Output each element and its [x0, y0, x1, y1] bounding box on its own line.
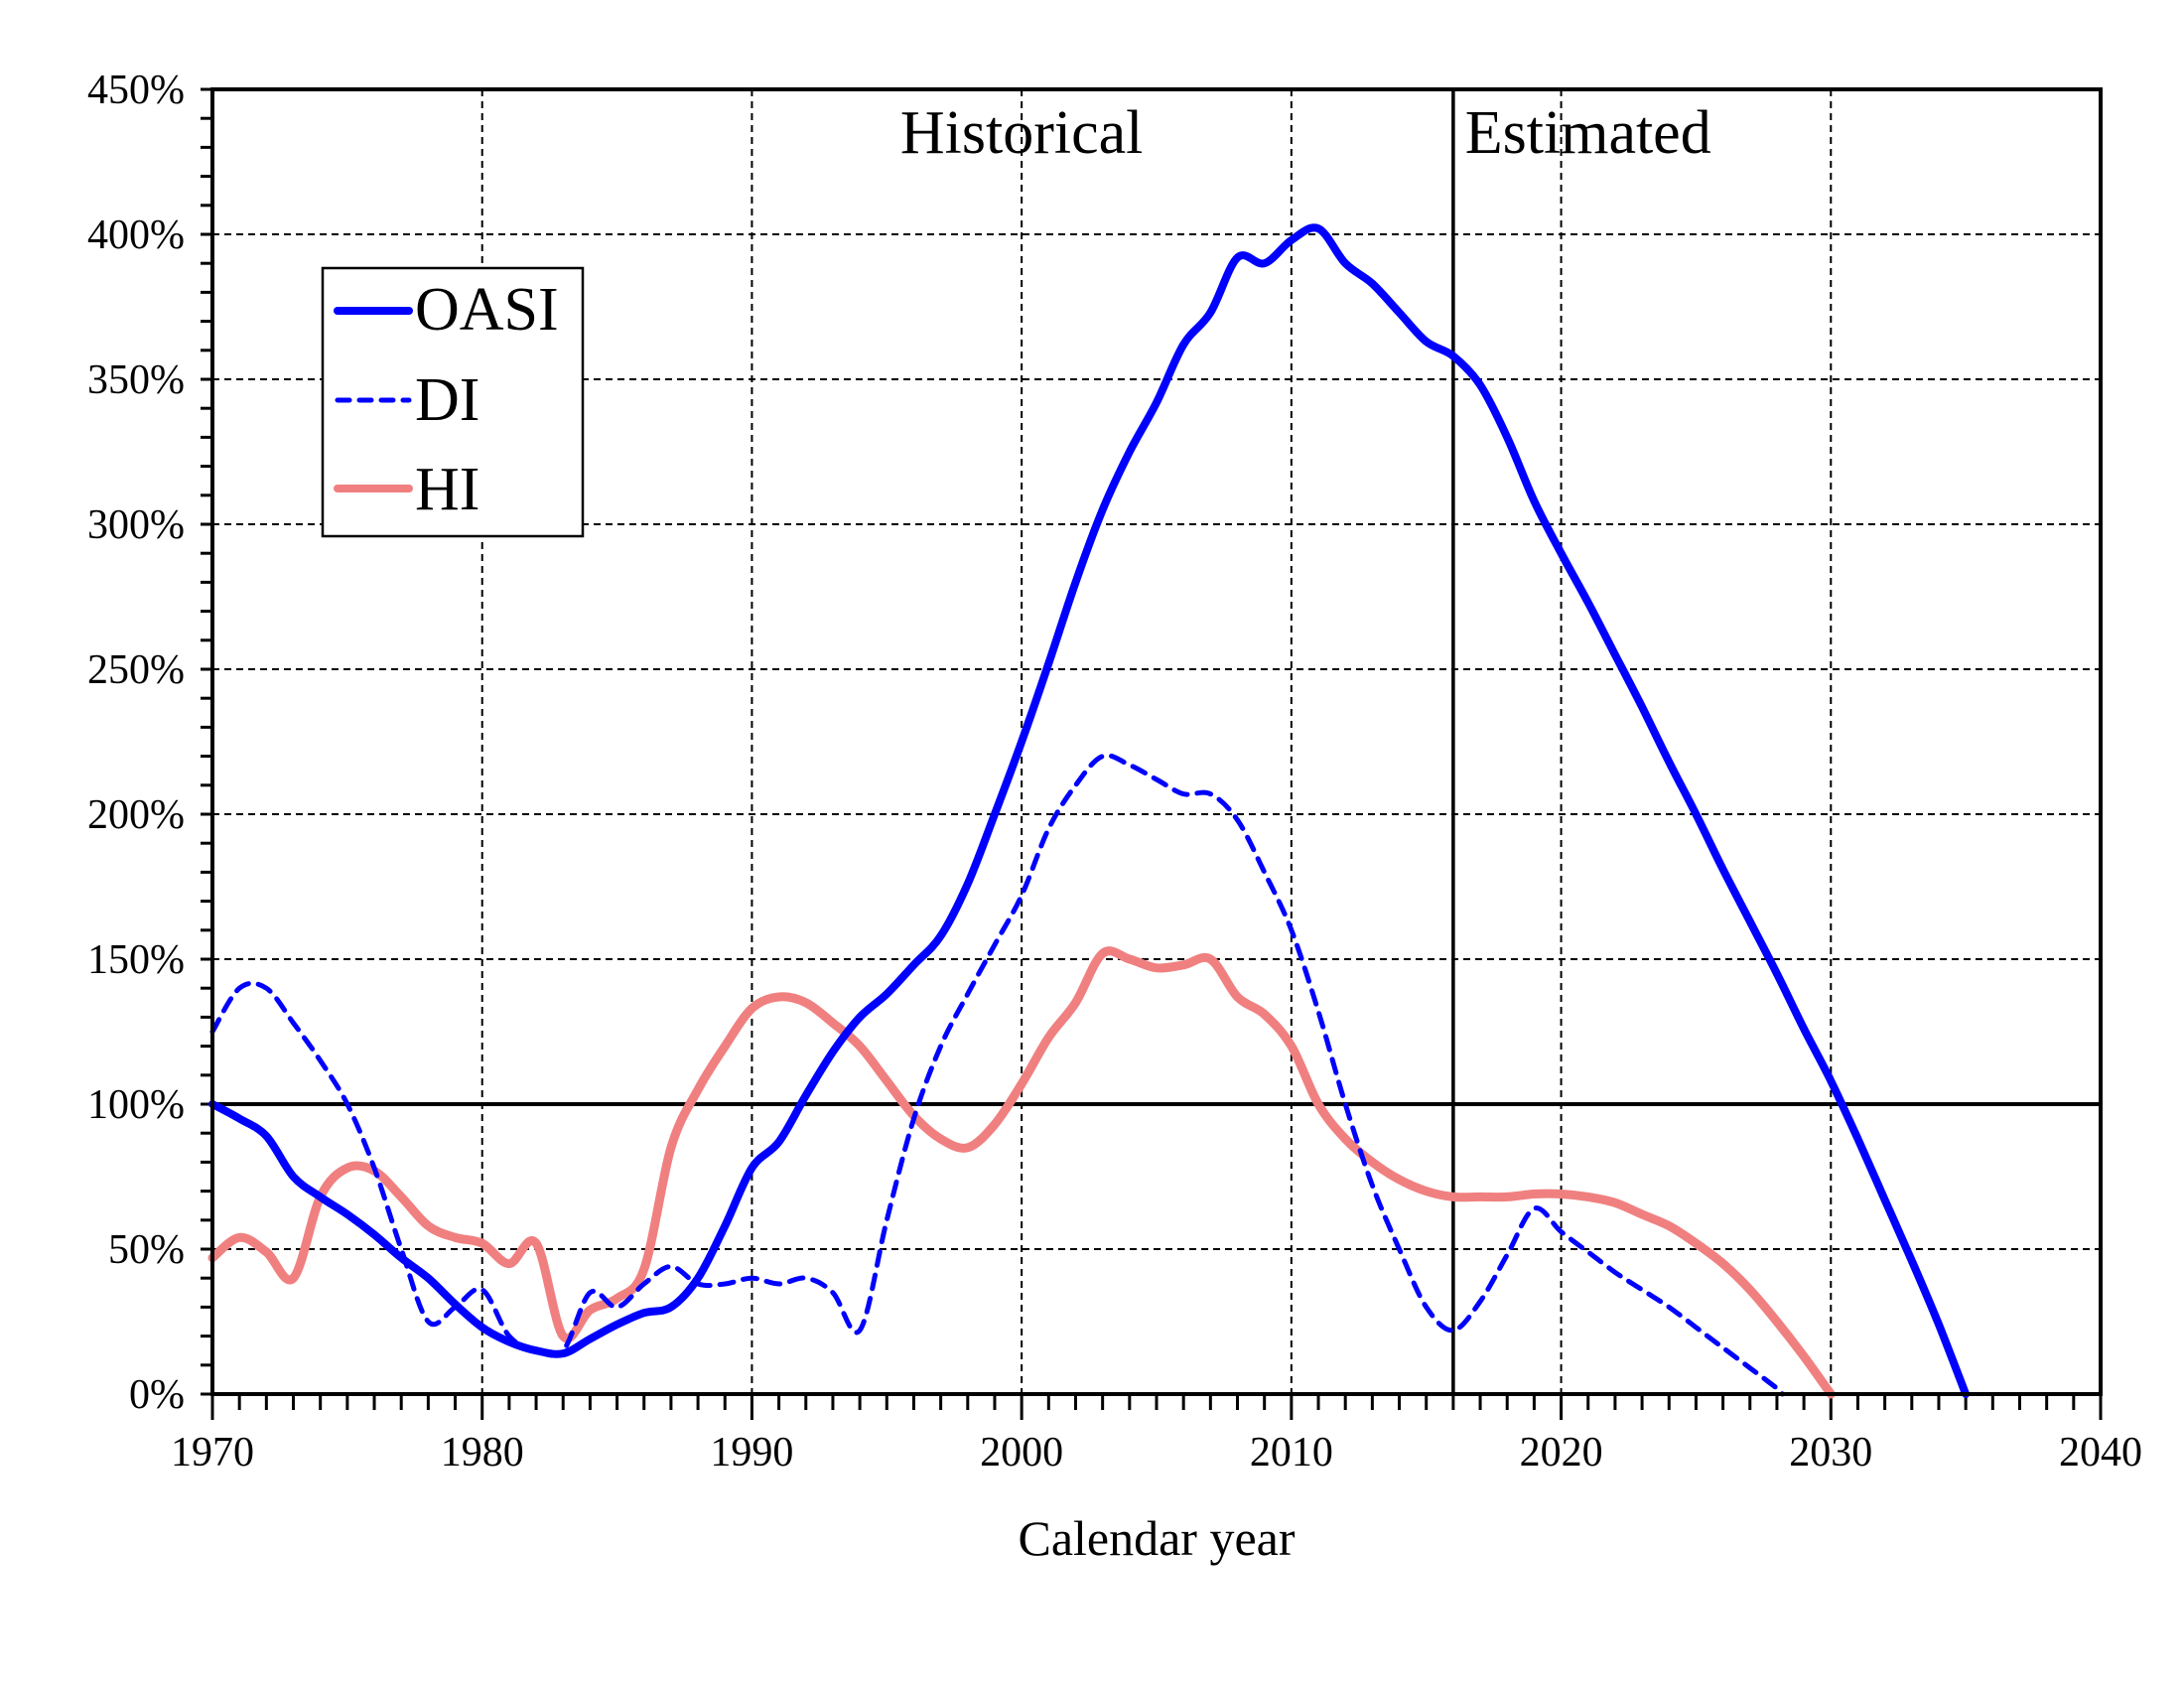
series-lines: [207, 223, 1971, 1399]
y-tick-label: 250%: [87, 647, 185, 693]
legend-label-oasi: OASI: [415, 276, 559, 344]
x-tick-labels: 1970 1980 1990 2000 2010 2020 2030 2040: [171, 1430, 2142, 1476]
y-tick-label: 0%: [129, 1372, 185, 1418]
y-tick-label: 150%: [87, 937, 185, 983]
y-tick-label: 100%: [87, 1082, 185, 1128]
x-tick-label: 2040: [2059, 1430, 2142, 1476]
estimated-label: Estimated: [1465, 99, 1711, 167]
series-line-di: [209, 753, 1785, 1397]
x-tick-label: 2020: [1520, 1430, 1603, 1476]
x-axis-title: Calendar year: [1018, 1510, 1295, 1566]
x-tick-label: 1970: [171, 1430, 254, 1476]
y-tick-label: 350%: [87, 357, 185, 403]
series-line-oasi: [208, 223, 1971, 1398]
y-tick-labels: 0% 50% 100% 150% 200% 250% 300% 350% 400% 450%: [87, 68, 185, 1418]
legend: OASI DI HI: [321, 266, 585, 538]
y-tick-label: 50%: [108, 1227, 185, 1273]
minor-ticks: [201, 87, 2103, 1420]
historical-label: Historical: [900, 99, 1144, 167]
x-tick-label: 2010: [1250, 1430, 1333, 1476]
reference-lines: [212, 89, 2101, 1394]
y-tick-label: 450%: [87, 68, 185, 113]
legend-label-di: DI: [415, 366, 479, 434]
x-tick-label: 1980: [441, 1430, 524, 1476]
legend-label-hi: HI: [415, 456, 479, 523]
series-line-hi: [207, 946, 1836, 1399]
y-tick-label: 300%: [87, 502, 185, 548]
x-tick-label: 2000: [980, 1430, 1063, 1476]
x-tick-label: 1990: [710, 1430, 793, 1476]
x-tick-label: 2030: [1789, 1430, 1872, 1476]
y-tick-label: 400%: [87, 212, 185, 258]
y-tick-label: 200%: [87, 792, 185, 838]
plot-frame: [210, 87, 2103, 1396]
